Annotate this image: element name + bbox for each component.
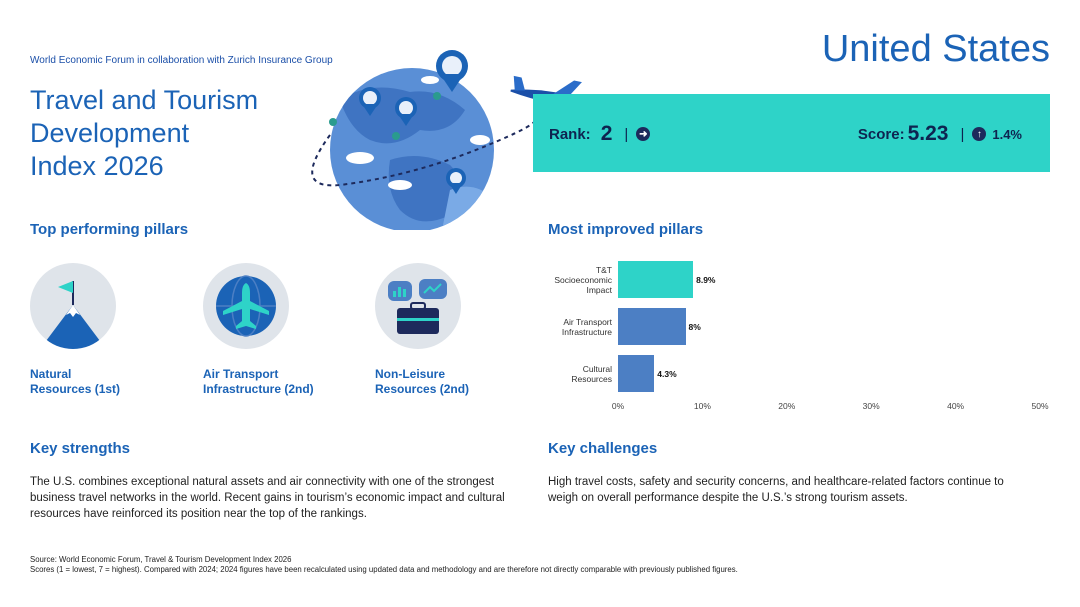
key-strengths-text: The U.S. combines exceptional natural as… <box>30 476 505 520</box>
score-separator: | <box>960 125 965 143</box>
bar-value-label: 4.3% <box>657 368 677 379</box>
map-pin-icon <box>359 87 381 116</box>
map-pin-icon <box>395 97 417 126</box>
rank-value: 2 <box>600 122 613 145</box>
rank: Rank: 2 | ➜ <box>549 122 651 146</box>
map-pin-icon <box>436 50 468 92</box>
key-challenges-heading: Key challenges <box>548 440 658 457</box>
category-label: Air Transport Infrastructure <box>561 316 612 337</box>
map-pin-icon <box>446 168 466 194</box>
briefcase-icon <box>375 263 461 349</box>
pillar-label: Natural Resources (1st) <box>30 367 121 396</box>
improved-pillars-chart: 8.9% T&T Socioeconomic Impact 8% Air Transpor… <box>530 255 1060 425</box>
bar-value-label: 8% <box>688 321 701 332</box>
key-strengths-heading: Key strengths <box>30 440 131 457</box>
score-change: 1.4% <box>992 126 1022 142</box>
pillar-air-transport: Air Transport Infrastructure (2nd) <box>203 263 343 397</box>
category-label: T&T Socioeconomic Impact <box>554 264 612 295</box>
footer-note: Scores (1 = lowest, 7 = highest). Compar… <box>30 565 738 574</box>
x-tick-label: 0% <box>611 401 625 411</box>
mountain-flag-icon <box>30 263 116 349</box>
title-line-3: Index 2026 <box>30 151 164 181</box>
collab-text: World Economic Forum in collaboration wi… <box>30 55 333 66</box>
title-line-2: Development <box>30 118 190 148</box>
airplane-icon <box>203 263 289 349</box>
score-label: Score: <box>857 125 905 143</box>
rank-label: Rank: <box>549 125 591 143</box>
pillar-natural-resources: Natural Resources (1st) <box>30 263 170 397</box>
pillar-non-leisure: Non-Leisure Resources (2nd) <box>375 263 515 397</box>
chart-bar <box>618 261 694 298</box>
chart-bar <box>618 355 655 392</box>
main-title: Travel and Tourism Development Index 202… <box>30 84 330 183</box>
x-tick-label: 30% <box>862 401 880 411</box>
score: Score: 5.23 | ↑ 1.4% <box>858 122 1022 146</box>
chart-bar <box>618 308 686 345</box>
key-challenges-text: High travel costs, safety and security c… <box>548 476 1004 504</box>
arrow-right-icon: ➜ <box>636 127 651 141</box>
x-tick-label: 50% <box>1031 401 1049 411</box>
arrow-up-icon: ↑ <box>972 127 987 141</box>
top-pillars-heading: Top performing pillars <box>30 221 189 238</box>
score-value: 5.23 <box>907 122 949 145</box>
bar-value-label: 8.9% <box>696 274 716 285</box>
x-tick-label: 10% <box>693 401 711 411</box>
x-tick-label: 20% <box>778 401 796 411</box>
title-line-1: Travel and Tourism <box>30 85 259 115</box>
rank-score-banner: Rank: 2 | ➜ Score: 5.23 | ↑ 1.4% <box>533 94 1050 172</box>
improved-pillars-heading: Most improved pillars <box>548 221 704 238</box>
rank-separator: | <box>624 125 629 143</box>
category-label: Cultural Resources <box>571 363 612 384</box>
country-title: United States <box>821 28 1050 70</box>
pillar-label: Non-Leisure Resources (2nd) <box>375 367 470 396</box>
pillar-label: Air Transport Infrastructure (2nd) <box>203 367 314 396</box>
footer-source: Source: World Economic Forum, Travel & T… <box>30 555 292 564</box>
flight-path <box>311 119 536 187</box>
x-tick-label: 40% <box>947 401 965 411</box>
